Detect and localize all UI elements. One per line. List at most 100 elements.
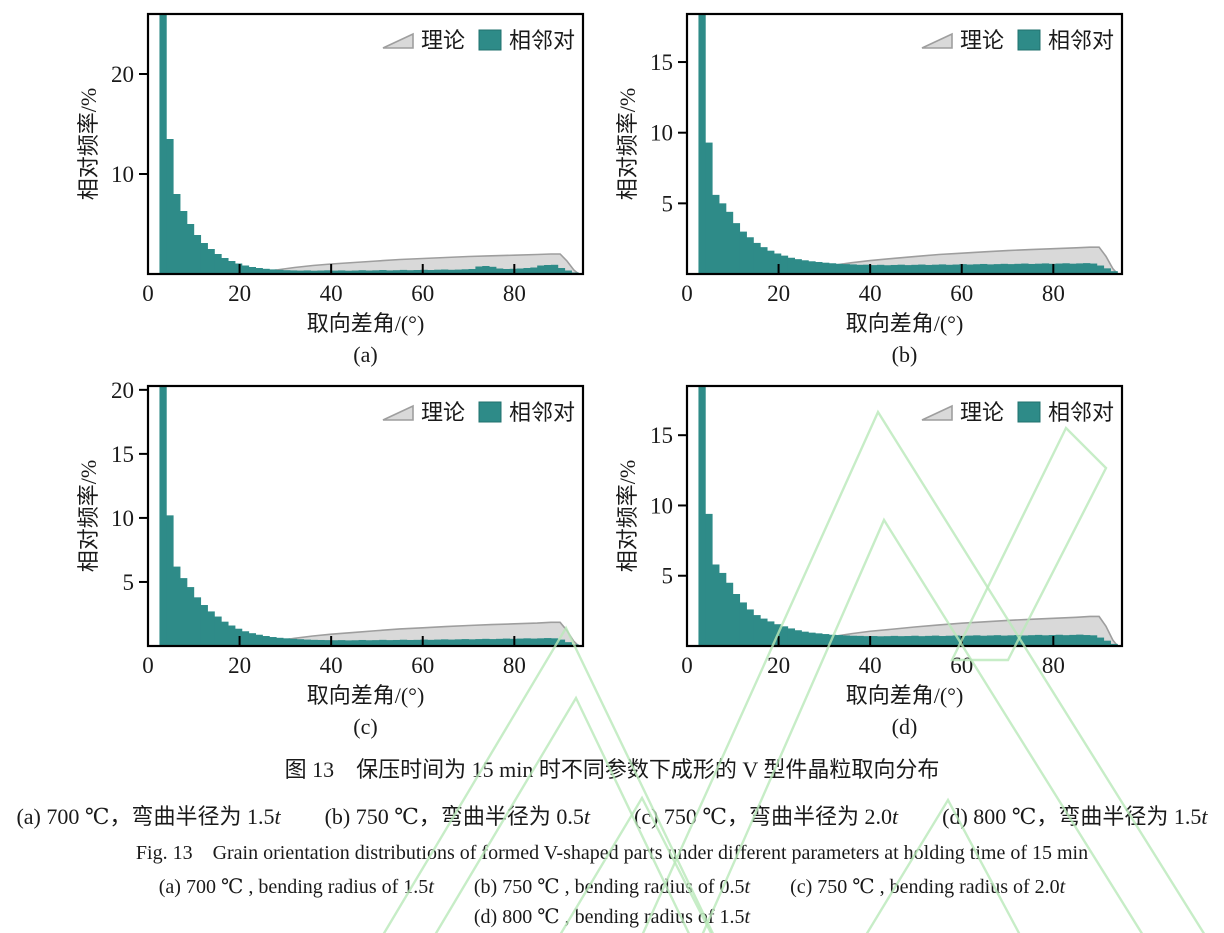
- bar: [200, 605, 208, 646]
- bar: [986, 635, 995, 646]
- bar: [221, 621, 229, 646]
- bar: [365, 270, 373, 274]
- bar: [918, 264, 926, 274]
- bar: [1014, 635, 1022, 646]
- y-tick-label: 10: [111, 162, 134, 187]
- legend-theory-label: 理论: [421, 400, 465, 425]
- bar: [200, 243, 208, 274]
- y-axis-label: 相对频率/%: [615, 460, 640, 572]
- bar: [241, 631, 250, 646]
- bar: [454, 269, 463, 274]
- bar: [461, 269, 469, 274]
- bar: [475, 266, 483, 274]
- bar: [468, 269, 476, 274]
- bar: [324, 270, 332, 274]
- bar: [801, 631, 809, 646]
- y-axis-label: 相对频率/%: [76, 460, 101, 572]
- bar: [753, 615, 761, 646]
- bar: [719, 572, 727, 646]
- x-tick-label: 20: [767, 653, 790, 678]
- bar: [904, 265, 912, 274]
- bar: [310, 270, 318, 274]
- caption-chinese-title: 图 13 保压时间为 15 min 时不同参数下成形的 V 型件晶粒取向分布: [284, 757, 940, 782]
- plot-border: [146, 12, 585, 276]
- bar: [739, 231, 747, 274]
- bar: [269, 269, 277, 274]
- bar: [262, 636, 270, 646]
- y-tick-label: 15: [111, 442, 134, 467]
- panel-sublabel: (b): [892, 342, 918, 367]
- bar: [952, 264, 960, 274]
- x-tick-label: 20: [228, 281, 251, 306]
- bar: [993, 635, 1002, 646]
- bar: [1007, 635, 1015, 646]
- bar: [550, 638, 559, 646]
- bar: [228, 625, 236, 646]
- bar: [358, 639, 366, 646]
- bar: [863, 264, 871, 274]
- bar: [392, 270, 401, 274]
- bar: [856, 264, 864, 274]
- bar: [296, 270, 305, 274]
- y-axis-label: 相对频率/%: [615, 88, 640, 200]
- bar: [815, 261, 823, 274]
- x-tick-label: 80: [1042, 281, 1065, 306]
- bar: [849, 635, 857, 646]
- bar: [502, 269, 511, 274]
- bar: [753, 242, 761, 274]
- chart-panel-c: 5 10 15 20 0 20 40 60 80 取向差角/(°) 相对频率/% (c) 理论 相邻对: [58, 374, 603, 742]
- bar: [537, 638, 545, 646]
- bar: [1089, 263, 1098, 274]
- bars-adjacent-pairs: [159, 386, 579, 646]
- bar: [938, 636, 947, 646]
- bar: [180, 578, 188, 646]
- bar: [372, 270, 380, 274]
- bar: [719, 203, 727, 274]
- bar: [276, 637, 284, 646]
- legend-pairs-icon: [1017, 401, 1041, 423]
- bar: [911, 635, 919, 646]
- bar: [1035, 263, 1043, 274]
- bar: [1021, 635, 1029, 646]
- bar: [897, 636, 905, 646]
- bar: [386, 270, 394, 274]
- bar: [698, 386, 706, 646]
- bar: [228, 261, 236, 274]
- bar: [310, 639, 318, 646]
- bar: [897, 264, 905, 274]
- bar: [523, 268, 531, 274]
- chart-panel-d: 5 10 15 0 20 40 60 80 取向差角/(°) 相对频率/% (d) 理论 相邻对: [597, 374, 1142, 742]
- bar: [365, 640, 373, 646]
- bar: [317, 270, 325, 274]
- chart-canvas-b: 5 10 15 0 20 40 60 80 取向差角/(°) 相对频率/% (b) 理论 相邻对: [615, 12, 1124, 367]
- bar: [890, 264, 899, 274]
- bar: [537, 265, 545, 274]
- bar: [550, 264, 559, 274]
- bar: [351, 640, 360, 646]
- bar: [214, 616, 222, 646]
- bar: [351, 270, 360, 274]
- bar: [918, 636, 926, 646]
- bar: [877, 636, 885, 646]
- x-tick-label: 80: [503, 281, 526, 306]
- x-tick-label: 80: [1042, 653, 1065, 678]
- bar: [945, 635, 953, 646]
- x-tick-label: 0: [142, 653, 154, 678]
- x-tick-label: 40: [320, 653, 343, 678]
- bar: [767, 250, 775, 274]
- y-tick-label: 5: [662, 564, 674, 589]
- bar: [883, 265, 892, 274]
- bar: [1041, 635, 1050, 646]
- bar: [186, 587, 195, 646]
- caption-english-subitems-1: (a) 700 ℃ , bending radius of 1.5t (b) 7…: [158, 876, 1066, 898]
- panel-sublabel: (d): [892, 714, 918, 739]
- bar: [289, 270, 298, 274]
- bar: [248, 633, 257, 646]
- x-axis-label: 取向差角/(°): [307, 683, 425, 708]
- bar: [787, 257, 796, 274]
- bar: [530, 267, 538, 274]
- bar: [186, 224, 195, 274]
- bar: [794, 630, 802, 646]
- bar: [787, 628, 796, 646]
- bar: [842, 635, 850, 646]
